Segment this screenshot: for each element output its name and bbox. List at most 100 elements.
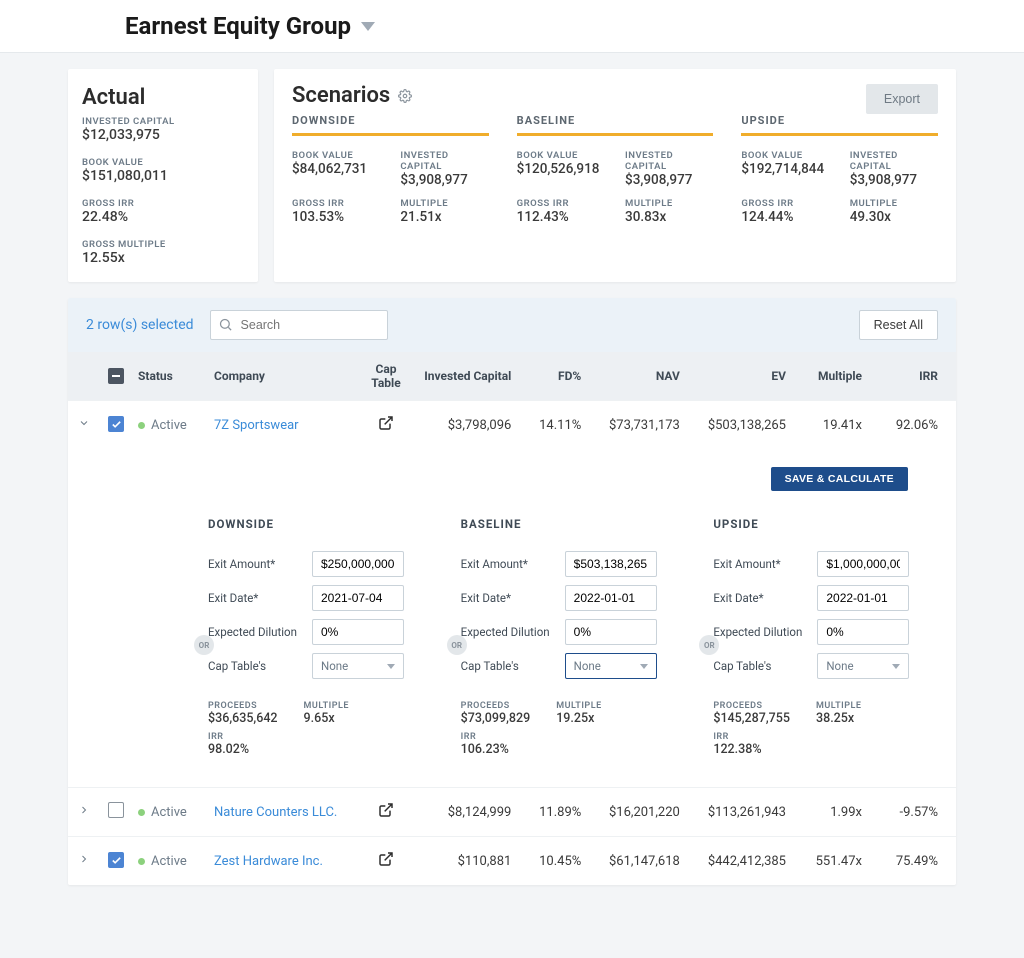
reset-all-button[interactable]: Reset All [859,310,938,340]
cell-fd: 14.11% [529,401,599,450]
col-fd[interactable]: FD% [529,352,599,401]
search-input[interactable] [210,310,388,340]
company-link[interactable]: Zest Hardware Inc. [214,854,323,869]
scenarios-title-text: Scenarios [292,83,390,108]
chevron-right-icon[interactable] [78,804,90,816]
fund-name-text: Earnest Equity Group [125,12,351,40]
exit-amount-label: Exit Amount* [461,557,557,571]
row-checkbox[interactable] [108,852,124,868]
gear-icon[interactable] [398,89,412,103]
exit-date-input[interactable] [817,585,909,611]
company-link[interactable]: Nature Counters LLC. [214,805,337,820]
label: INVESTED CAPITAL [850,150,938,172]
actual-card: Actual INVESTED CAPITAL $12,033,975 BOOK… [68,69,258,282]
exit-date-input[interactable] [565,585,657,611]
label: BOOK VALUE [741,150,829,161]
chevron-down-icon [361,22,375,31]
exit-date-label: Exit Date* [713,591,809,605]
company-link[interactable]: 7Z Sportswear [214,418,299,433]
col-captable[interactable]: Cap Table [358,352,414,401]
col-invested[interactable]: Invested Capital [414,352,529,401]
status-dot-icon [138,858,145,865]
row-status: Active [132,401,208,450]
select-all-checkbox[interactable] [108,368,124,384]
scenarios-title: Scenarios [292,83,412,108]
proceeds-value: $145,287,755 [713,711,790,726]
col-nav[interactable]: NAV [599,352,698,401]
exit-amount-input[interactable] [817,551,909,577]
irr-label: IRR [713,732,761,742]
multiple-value: 9.65x [304,711,349,726]
status-dot-icon [138,809,145,816]
detail-scenario-name: UPSIDE [713,517,926,531]
label: BOOK VALUE [517,150,605,161]
gross-irr: 124.44% [741,209,829,225]
book-value: $192,714,844 [741,161,829,177]
col-multiple[interactable]: Multiple [804,352,880,401]
cap-tables-select[interactable]: None [312,653,404,679]
row-checkbox[interactable] [108,416,124,432]
multiple-value: 19.25x [556,711,601,726]
cell-ev: $442,412,385 [698,837,804,886]
cell-multiple: 19.41x [804,401,880,450]
cell-ev: $113,261,943 [698,788,804,837]
open-cap-table-icon[interactable] [378,802,394,818]
fund-title[interactable]: Earnest Equity Group [125,12,375,40]
invested-capital: $3,908,977 [400,172,488,188]
detail-scenario-name: BASELINE [461,517,674,531]
exit-date-input[interactable] [312,585,404,611]
cell-nav: $61,147,618 [599,837,698,886]
col-status[interactable]: Status [132,352,208,401]
irr-value: 106.23% [461,742,509,757]
exit-date-label: Exit Date* [208,591,304,605]
exit-amount-label: Exit Amount* [208,557,304,571]
dilution-input[interactable] [817,619,909,645]
chevron-down-icon [892,664,900,669]
cap-tables-label: Cap Table's [461,659,557,673]
cap-tables-select[interactable]: None [565,653,657,679]
cell-invested: $8,124,999 [414,788,529,837]
gross-irr: 103.53% [292,209,380,225]
invested-capital-value: $12,033,975 [82,127,244,143]
chevron-right-icon[interactable] [78,853,90,865]
dilution-label: Expected Dilution [208,625,304,639]
exit-amount-input[interactable] [312,551,404,577]
rows-selected-text: 2 row(s) selected [86,317,194,333]
label: BOOK VALUE [292,150,380,161]
open-cap-table-icon[interactable] [378,415,394,431]
or-badge: OR [447,635,467,655]
save-calculate-button[interactable]: SAVE & CALCULATE [771,467,908,491]
col-irr[interactable]: IRR [880,352,956,401]
multiple-label: MULTIPLE [556,701,601,711]
label: MULTIPLE [400,198,488,209]
gross-irr: 112.43% [517,209,605,225]
proceeds-value: $73,099,829 [461,711,531,726]
row-checkbox[interactable] [108,802,124,818]
cell-nav: $73,731,173 [599,401,698,450]
cap-tables-select[interactable]: None [817,653,909,679]
table-card: 2 row(s) selected Reset All Status Compa… [68,298,956,885]
scenario-name: DOWNSIDE [292,114,489,136]
gross-multiple-value: 12.55x [82,250,244,266]
exit-amount-input[interactable] [565,551,657,577]
export-button[interactable]: Export [866,84,938,114]
dilution-input[interactable] [312,619,404,645]
col-company[interactable]: Company [208,352,358,401]
irr-label: IRR [461,732,509,742]
book-value: $120,526,918 [517,161,605,177]
scenario-name: UPSIDE [741,114,938,136]
proceeds-label: PROCEEDS [713,701,790,711]
irr-value: 122.38% [713,742,761,757]
proceeds-label: PROCEEDS [208,701,278,711]
invested-capital-label: INVESTED CAPITAL [82,116,244,127]
search-icon [218,317,233,332]
irr-value: 98.02% [208,742,249,757]
open-cap-table-icon[interactable] [378,851,394,867]
cell-fd: 11.89% [529,788,599,837]
cell-invested: $3,798,096 [414,401,529,450]
chevron-down-icon[interactable] [78,417,90,429]
invested-capital: $3,908,977 [850,172,938,188]
col-ev[interactable]: EV [698,352,804,401]
dilution-input[interactable] [565,619,657,645]
row-status: Active [132,837,208,886]
